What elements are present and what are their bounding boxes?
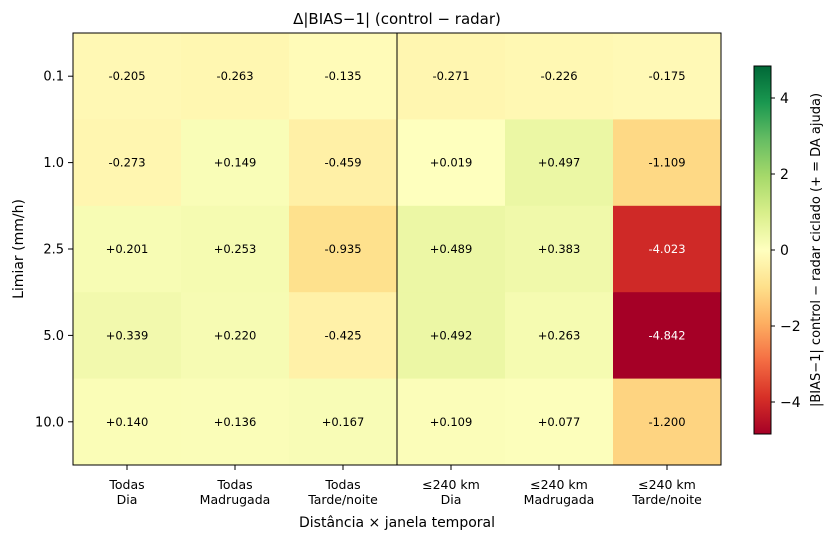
- heatmap-cell: [613, 378, 722, 466]
- heatmap-cell: [397, 205, 506, 293]
- x-tick-label: ≤240 km: [638, 477, 696, 492]
- heatmap-cell: [181, 119, 290, 207]
- heatmap-cell: [505, 205, 614, 293]
- heatmap-cell: [181, 292, 290, 380]
- x-tick-label: Tarde/noite: [307, 492, 378, 507]
- heatmap-cell: [613, 205, 722, 293]
- heatmap-cell: [397, 292, 506, 380]
- heatmap-cell: [505, 33, 614, 120]
- cell-value-label: -0.425: [324, 328, 361, 342]
- cell-value-label: +0.383: [538, 242, 581, 256]
- y-tick-label: 2.5: [43, 243, 64, 258]
- x-axis-label: Distância × janela temporal: [299, 515, 495, 531]
- heatmap-cell: [505, 292, 614, 380]
- heatmap-cell: [397, 378, 506, 466]
- colorbar-ticks: 4 2 0 −2 −4: [771, 91, 801, 411]
- cell-value-label: -4.842: [648, 328, 685, 342]
- x-tick-label: Madrugada: [524, 492, 595, 507]
- heatmap-cell: [289, 205, 398, 293]
- cell-value-label: +0.136: [214, 415, 257, 429]
- heatmap-cell: [289, 119, 398, 207]
- x-tick-label: Tarde/noite: [631, 492, 702, 507]
- x-tick-label: ≤240 km: [422, 477, 480, 492]
- heatmap-cell: [613, 33, 722, 120]
- chart-title: Δ|BIAS−1| (control − radar): [293, 10, 501, 28]
- cell-value-label: +0.019: [430, 156, 473, 170]
- cell-value-label: -0.263: [216, 69, 253, 83]
- heatmap-cell: [73, 292, 182, 380]
- heatmap-cell: [613, 119, 722, 207]
- heatmap-cell: [397, 33, 506, 120]
- colorbar-tick-label: 4: [780, 91, 789, 107]
- cell-value-label: -0.175: [648, 69, 685, 83]
- heatmap-cell: [397, 119, 506, 207]
- colorbar-label: |BIAS−1| control − radar ciclado (+ = DA…: [809, 93, 824, 407]
- cell-value-label: +0.339: [106, 328, 149, 342]
- x-tick-label: Dia: [117, 492, 138, 507]
- cell-value-label: +0.167: [322, 415, 365, 429]
- colorbar-tick-label: 2: [780, 167, 789, 183]
- colorbar-tick-label: −4: [780, 395, 801, 411]
- cell-value-label: -1.200: [648, 415, 685, 429]
- x-tick-label: Todas: [108, 477, 144, 492]
- heatmap-cell: [289, 33, 398, 120]
- cell-value-label: +0.253: [214, 242, 257, 256]
- heatmap-cell: [505, 378, 614, 466]
- colorbar: [753, 65, 772, 435]
- heatmap-cell: [505, 119, 614, 207]
- heatmap-cell: [73, 119, 182, 207]
- heatmap-cell-labels: -0.205 -0.263 -0.135 -0.271 -0.226 -0.175 -0.2…: [106, 69, 686, 429]
- x-tick-label: Todas: [324, 477, 360, 492]
- heatmap-cell: [289, 292, 398, 380]
- x-tick-label: Todas: [216, 477, 252, 492]
- y-tick-label: 5.0: [43, 329, 64, 344]
- cell-value-label: -0.459: [324, 156, 361, 170]
- cell-value-label: +0.497: [538, 156, 581, 170]
- heatmap-cell: [181, 33, 290, 120]
- heatmap-cell: [73, 205, 182, 293]
- x-tick-label: Dia: [441, 492, 462, 507]
- heatmap-cell: [73, 33, 182, 120]
- cell-value-label: -0.271: [432, 69, 469, 83]
- y-tick-label: 0.1: [43, 70, 64, 85]
- x-axis-ticks: TodasDiaTodasMadrugadaTodasTarde/noite≤2…: [108, 465, 702, 507]
- heatmap-cell: [613, 292, 722, 380]
- cell-value-label: +0.149: [214, 156, 257, 170]
- cell-value-label: -1.109: [648, 156, 685, 170]
- y-axis-ticks: 0.1 1.0 2.5 5.0 10.0: [35, 70, 73, 430]
- cell-value-label: +0.263: [538, 328, 581, 342]
- cell-value-label: +0.492: [430, 328, 473, 342]
- colorbar-tick-label: −2: [780, 319, 801, 335]
- heatmap-cell: [181, 378, 290, 466]
- y-axis-label: Limiar (mm/h): [11, 199, 27, 299]
- y-tick-label: 1.0: [43, 156, 64, 171]
- cell-value-label: +0.489: [430, 242, 473, 256]
- cell-value-label: +0.077: [538, 415, 581, 429]
- y-tick-label: 10.0: [35, 415, 64, 430]
- cell-value-label: +0.201: [106, 242, 149, 256]
- cell-value-label: +0.109: [430, 415, 473, 429]
- cell-value-label: -0.226: [540, 69, 577, 83]
- cell-value-label: -0.135: [324, 69, 361, 83]
- colorbar-tick-label: 0: [780, 243, 789, 259]
- cell-value-label: -4.023: [648, 242, 685, 256]
- x-tick-label: ≤240 km: [530, 477, 588, 492]
- cell-value-label: -0.935: [324, 242, 361, 256]
- heatmap-cell: [73, 378, 182, 466]
- cell-value-label: -0.205: [108, 69, 145, 83]
- heatmap-cells: [73, 33, 722, 466]
- heatmap-cell: [289, 378, 398, 466]
- heatmap-cell: [181, 205, 290, 293]
- cell-value-label: +0.140: [106, 415, 149, 429]
- cell-value-label: -0.273: [108, 156, 145, 170]
- cell-value-label: +0.220: [214, 328, 257, 342]
- x-tick-label: Madrugada: [200, 492, 271, 507]
